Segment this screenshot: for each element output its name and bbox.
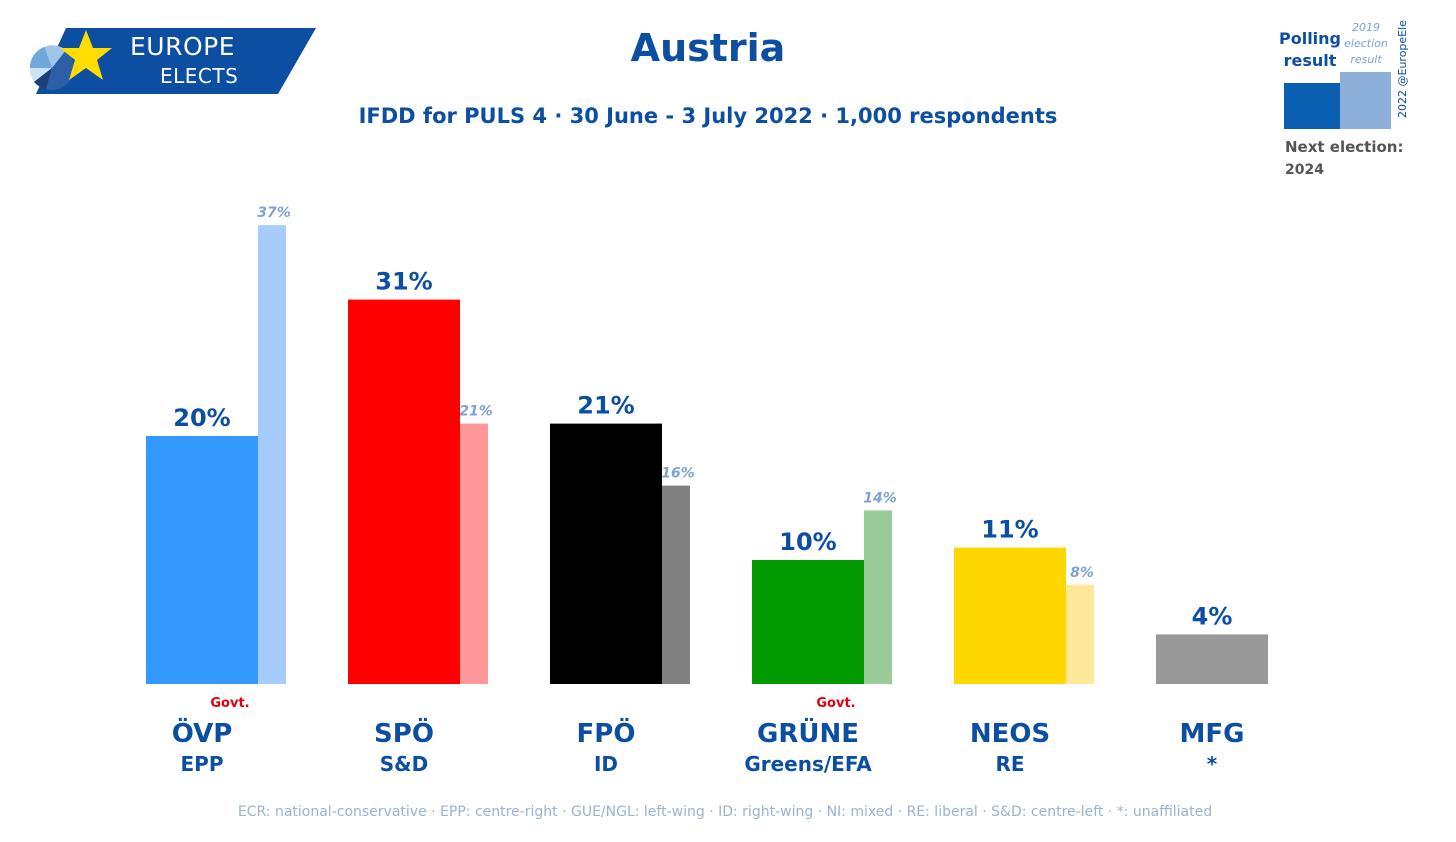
- party-group-grüne: Greens/EFA: [744, 752, 872, 776]
- party-name-neos: NEOS: [970, 719, 1050, 749]
- bar-previous-neos: [1066, 584, 1094, 684]
- party-name-fpö: FPÖ: [577, 716, 636, 749]
- label-polling-mfg: 4%: [1192, 602, 1233, 630]
- europe-elects-logo: [29, 28, 316, 94]
- next-election-label: Next election:: [1285, 138, 1404, 156]
- label-polling-övp: 20%: [173, 404, 230, 432]
- legend-previous-swatch: [1340, 72, 1391, 129]
- bar-polling-grüne: [752, 560, 864, 684]
- bar-previous-fpö: [662, 485, 690, 684]
- legend-polling-label: Polling result: [1278, 29, 1341, 70]
- party-name-mfg: MFG: [1180, 719, 1245, 749]
- label-previous-grüne: 14%: [863, 490, 897, 506]
- label-previous-fpö: 16%: [661, 466, 695, 482]
- bar-polling-övp: [146, 436, 258, 684]
- label-previous-spö: 21%: [459, 404, 493, 420]
- chart-title: Austria: [630, 26, 786, 70]
- party-group-mfg: *: [1207, 752, 1218, 776]
- logo-text-elects: ELECTS: [160, 64, 239, 88]
- govt-marker-övp: Govt.: [210, 696, 249, 711]
- party-group-spö: S&D: [380, 752, 428, 776]
- label-polling-neos: 11%: [981, 516, 1038, 544]
- legend-polling-swatch: [1284, 83, 1340, 129]
- label-polling-grüne: 10%: [779, 528, 836, 556]
- next-election-year: 2024: [1285, 162, 1324, 178]
- bar-polling-neos: [954, 547, 1066, 684]
- label-polling-fpö: 21%: [577, 392, 634, 420]
- govt-marker-grüne: Govt.: [816, 696, 855, 711]
- bar-polling-mfg: [1156, 634, 1268, 684]
- party-group-övp: EPP: [181, 752, 224, 776]
- copyright-text: 2022 @EuropeElects: [1396, 20, 1409, 118]
- party-name-övp: ÖVP: [172, 716, 233, 749]
- bar-polling-spö: [348, 299, 460, 684]
- label-polling-spö: 31%: [375, 268, 432, 296]
- legend-previous-label: 2019 election result: [1344, 21, 1388, 66]
- copyright-notice: 2022 @EuropeElects: [1396, 20, 1409, 118]
- party-name-spö: SPÖ: [374, 716, 434, 749]
- bar-polling-fpö: [550, 423, 662, 684]
- logo-text-europe: EUROPE: [130, 32, 236, 61]
- label-previous-övp: 37%: [257, 205, 291, 221]
- bar-previous-övp: [258, 225, 286, 684]
- party-group-neos: RE: [995, 752, 1024, 776]
- label-previous-neos: 8%: [1070, 565, 1094, 581]
- bar-previous-spö: [460, 423, 488, 684]
- party-name-grüne: GRÜNE: [757, 716, 859, 749]
- group-footnote: ECR: national-conservative · EPP: centre…: [237, 804, 1213, 820]
- bar-previous-grüne: [864, 510, 892, 684]
- party-group-fpö: ID: [594, 752, 618, 776]
- chart-subtitle: IFDD for PULS 4 · 30 June - 3 July 2022 …: [358, 104, 1058, 128]
